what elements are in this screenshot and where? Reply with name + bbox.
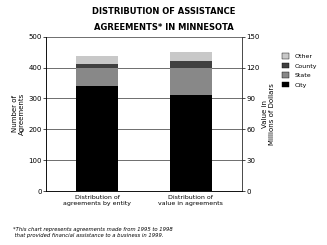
Bar	[76, 86, 118, 191]
Bar	[170, 61, 212, 68]
Text: *This chart represents agreements made from 1995 to 1998
 that provided financia: *This chart represents agreements made f…	[13, 227, 173, 238]
Bar	[170, 95, 212, 191]
Bar	[76, 56, 118, 64]
Y-axis label: Value in
Millions of Dollars: Value in Millions of Dollars	[262, 83, 275, 145]
Legend: Other, County, State, City: Other, County, State, City	[281, 52, 318, 89]
Bar	[76, 68, 118, 86]
Text: DISTRIBUTION OF ASSISTANCE: DISTRIBUTION OF ASSISTANCE	[92, 7, 235, 16]
Bar	[170, 68, 212, 95]
Bar	[170, 52, 212, 61]
Bar	[76, 64, 118, 68]
Text: AGREEMENTS* IN MINNESOTA: AGREEMENTS* IN MINNESOTA	[94, 23, 233, 32]
Y-axis label: Number of
Agreements: Number of Agreements	[12, 93, 25, 135]
